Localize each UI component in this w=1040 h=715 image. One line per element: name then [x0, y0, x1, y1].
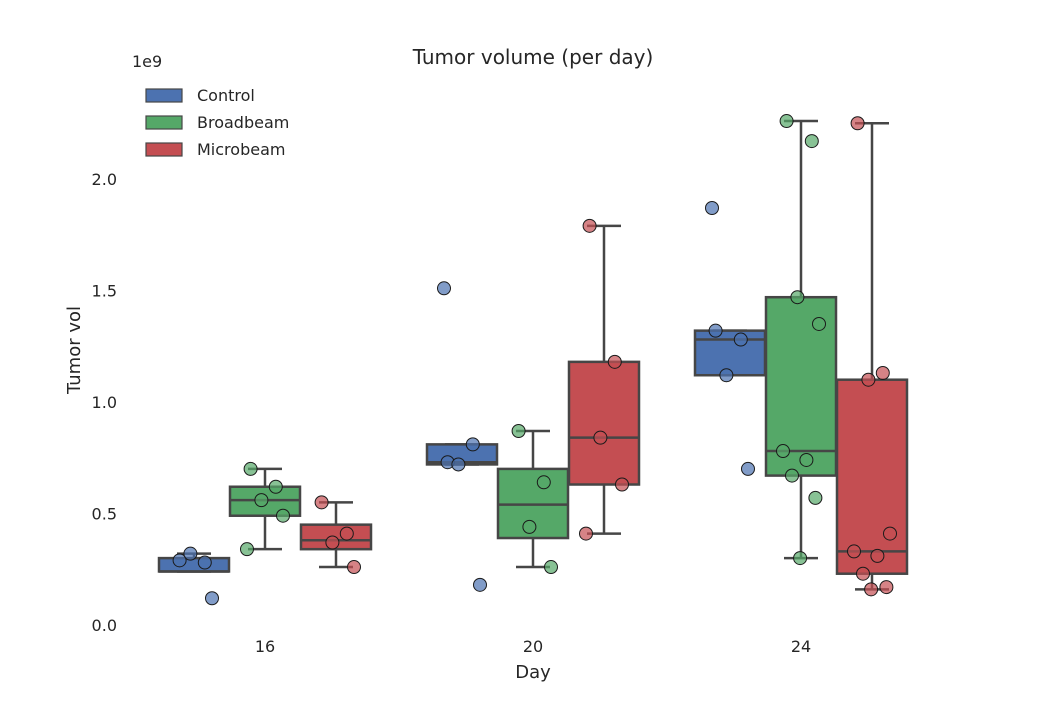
data-point: [883, 526, 897, 541]
y-tick-label: 1.5: [92, 282, 117, 301]
series-microbeam: [299, 116, 909, 597]
box-group: [228, 461, 302, 557]
box: [567, 360, 641, 486]
data-point: [536, 475, 551, 490]
x-tick-labels: 16 20 24: [255, 637, 811, 656]
legend-swatch: [145, 88, 183, 103]
box-group: [157, 546, 231, 606]
data-point: [879, 580, 894, 595]
box-group: [567, 218, 641, 541]
data-point: [339, 526, 354, 541]
data-point: [861, 372, 876, 387]
x-tick-label: 20: [523, 637, 543, 656]
legend-swatch: [145, 115, 183, 130]
data-point: [240, 542, 254, 557]
data-point: [799, 452, 814, 467]
data-point: [243, 461, 258, 476]
box-group: [299, 495, 373, 575]
box-group: [496, 423, 570, 575]
data-point: [197, 555, 212, 570]
data-point: [511, 423, 526, 438]
data-point: [705, 200, 719, 215]
box-group: [835, 116, 909, 597]
box: [693, 329, 767, 377]
data-point: [437, 281, 451, 296]
box: [157, 556, 231, 573]
data-point: [793, 551, 808, 566]
data-point: [276, 508, 290, 523]
data-point: [790, 290, 805, 305]
x-axis-label: Day: [515, 662, 551, 683]
data-point: [779, 114, 794, 129]
series-broadbeam: [228, 114, 838, 575]
data-point: [847, 544, 861, 559]
data-point: [544, 560, 558, 575]
y-tick-labels: 0.0 0.5 1.0 1.5 2.0: [92, 170, 117, 635]
plot-area: [157, 114, 909, 606]
data-point: [719, 368, 734, 383]
data-point: [205, 591, 219, 606]
data-point: [812, 316, 826, 331]
legend-label: Microbeam: [197, 140, 285, 159]
data-point: [733, 332, 748, 347]
y-tick-label: 2.0: [92, 170, 117, 189]
data-point: [607, 354, 622, 369]
data-point: [804, 134, 819, 149]
box-group: [425, 281, 499, 592]
data-point: [776, 444, 790, 459]
data-point: [451, 457, 466, 472]
data-point: [522, 519, 537, 534]
data-point: [325, 535, 340, 550]
data-point: [183, 546, 198, 561]
y-tick-label: 0.5: [92, 505, 117, 524]
data-point: [465, 437, 480, 452]
data-point: [870, 548, 885, 563]
data-point: [856, 566, 870, 581]
data-point: [347, 560, 361, 575]
legend: Control Broadbeam Microbeam: [145, 86, 289, 159]
data-point: [785, 468, 799, 483]
data-point: [254, 493, 269, 508]
box-group: [693, 200, 767, 476]
y-tick-label: 0.0: [92, 616, 117, 635]
data-point: [473, 577, 487, 592]
box-group: [764, 114, 838, 566]
legend-label: Broadbeam: [197, 113, 289, 132]
y-axis-exponent: 1e9: [132, 52, 162, 71]
data-point: [864, 582, 879, 597]
x-tick-label: 16: [255, 637, 275, 656]
data-point: [808, 490, 823, 505]
data-point: [708, 323, 723, 338]
series-control: [157, 200, 767, 606]
data-point: [582, 218, 597, 233]
data-point: [579, 526, 593, 541]
data-point: [314, 495, 329, 510]
box: [835, 378, 909, 575]
legend-swatch: [145, 142, 183, 157]
y-axis-label: Tumor vol: [64, 306, 85, 395]
x-tick-label: 24: [791, 637, 811, 656]
legend-label: Control: [197, 86, 255, 105]
data-point: [850, 116, 865, 131]
data-point: [615, 477, 629, 492]
data-point: [593, 430, 608, 445]
data-point: [172, 553, 187, 568]
data-point: [268, 479, 283, 494]
data-point: [875, 366, 890, 381]
y-tick-label: 1.0: [92, 393, 117, 412]
data-point: [741, 461, 755, 476]
chart-title: Tumor volume (per day): [412, 45, 654, 69]
